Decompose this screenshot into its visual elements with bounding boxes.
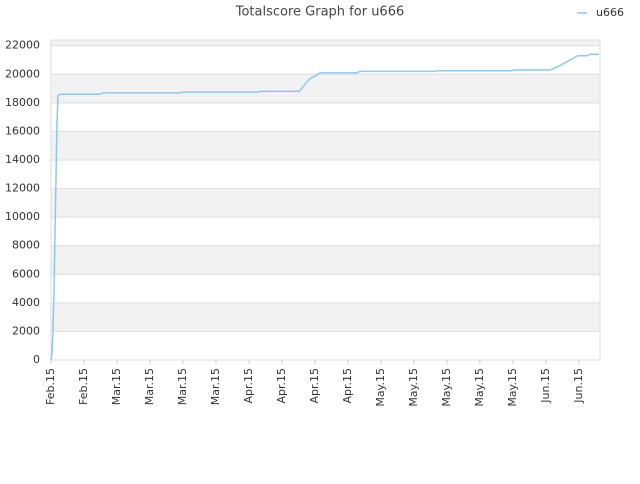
- y-tick-label: 16000: [5, 124, 40, 137]
- y-tick-label: 20000: [5, 67, 40, 80]
- x-tick-label: Apr.15: [275, 368, 288, 404]
- grid-band: [51, 74, 600, 103]
- series-line: [50, 53, 600, 361]
- y-tick-label: 22000: [5, 39, 40, 52]
- grid-band: [51, 302, 600, 332]
- y-tick-label: 12000: [5, 182, 40, 195]
- y-tick-label: 10000: [5, 210, 40, 223]
- grid-band: [51, 40, 600, 46]
- x-tick-label: Mar.15: [143, 368, 156, 405]
- y-tick-label: 14000: [5, 153, 40, 166]
- legend-label: u666: [596, 6, 624, 19]
- x-tick-label: Apr.15: [341, 368, 354, 404]
- y-tick-label: 8000: [12, 239, 40, 252]
- grid-band: [51, 131, 600, 160]
- x-tick-label: Apr.15: [242, 368, 255, 404]
- grid-band: [51, 188, 600, 218]
- x-tick-label: Mar.15: [110, 368, 123, 405]
- x-tick-label: Jun.15: [572, 368, 585, 404]
- x-tick-label: Apr.15: [308, 368, 321, 404]
- x-tick-label: May.15: [374, 368, 387, 407]
- x-tick-label: Jun.15: [539, 368, 552, 404]
- chart-title: Totalscore Graph for u666: [235, 5, 405, 20]
- x-tick-label: Mar.15: [176, 368, 189, 405]
- y-tick-label: 4000: [12, 296, 40, 309]
- x-tick-label: Feb.15: [44, 368, 57, 405]
- y-tick-label: 0: [33, 353, 40, 366]
- y-tick-label: 2000: [12, 324, 40, 337]
- x-tick-label: May.15: [440, 368, 453, 407]
- y-tick-label: 18000: [5, 96, 40, 109]
- x-tick-label: Mar.15: [209, 368, 222, 405]
- x-tick-label: May.15: [506, 368, 519, 407]
- y-tick-label: 6000: [12, 267, 40, 280]
- x-tick-label: May.15: [407, 368, 420, 407]
- x-tick-label: May.15: [473, 368, 486, 407]
- grid-band: [51, 245, 600, 275]
- x-tick-label: Feb.15: [77, 368, 90, 405]
